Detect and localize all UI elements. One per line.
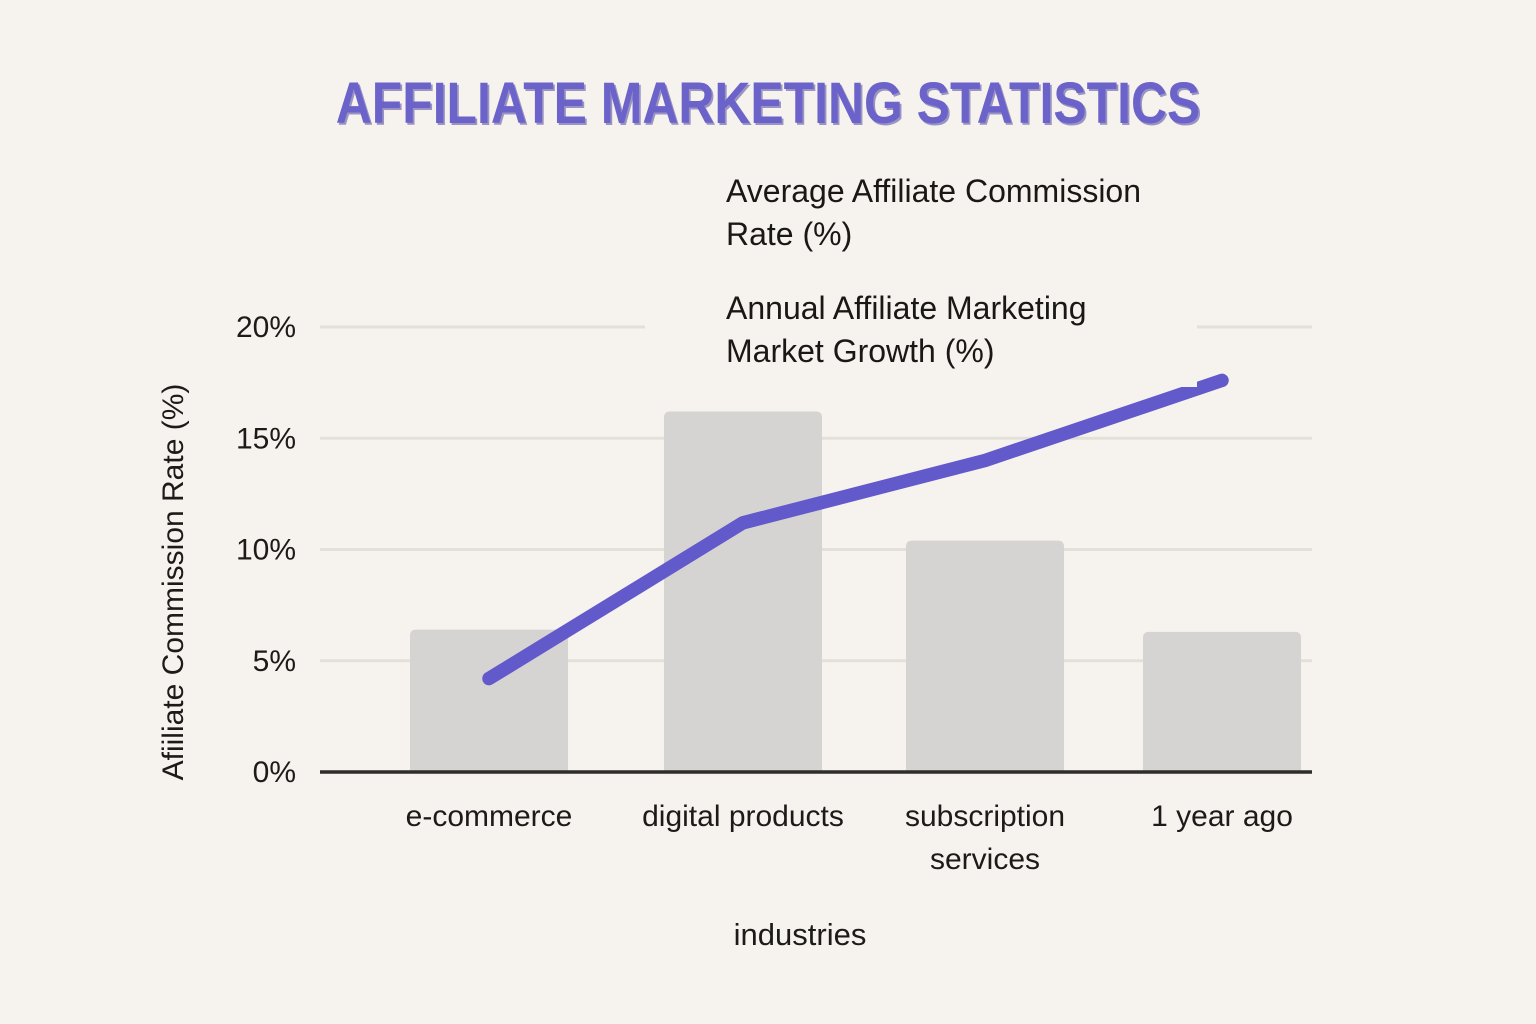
y-tick-5: 5% xyxy=(253,645,296,678)
bar-1-year-ago xyxy=(1143,631,1301,772)
legend-item-market-growth: Annual Affiliate Marketing Market Growth… xyxy=(645,287,1197,373)
chart-legend: Average Affiliate Commission Rate (%) An… xyxy=(645,166,1197,387)
bar-digital-products xyxy=(664,411,822,772)
bar-e-commerce xyxy=(410,629,568,772)
x-axis-title: industries xyxy=(734,917,867,952)
x-label-1-year-ago: 1 year ago xyxy=(1151,800,1293,833)
y-axis-title: Afiiliate Commission Rate (%) xyxy=(157,384,190,781)
legend-label: Average Affiliate Commission Rate (%) xyxy=(726,170,1141,256)
y-tick-20: 20% xyxy=(236,311,296,344)
legend-label-line: Average Affiliate Commission xyxy=(726,173,1142,209)
y-tick-15: 15% xyxy=(236,422,296,455)
legend-label-line: Rate (%) xyxy=(726,216,853,252)
x-label-e-commerce: e-commerce xyxy=(406,800,573,833)
x-label-subscription-services-0: subscription xyxy=(905,800,1065,833)
legend-label-line: Market Growth (%) xyxy=(726,333,995,369)
x-label-subscription-services-1: services xyxy=(930,843,1040,876)
legend-label-line: Annual Affiliate Marketing xyxy=(726,290,1087,326)
legend-label: Annual Affiliate Marketing Market Growth… xyxy=(726,287,1087,373)
growth-line xyxy=(482,373,1229,686)
y-tick-0: 0% xyxy=(253,756,296,789)
legend-item-commission-rate: Average Affiliate Commission Rate (%) xyxy=(645,170,1197,256)
x-label-digital-products: digital products xyxy=(642,800,844,833)
y-tick-10: 10% xyxy=(236,534,296,567)
bar-subscription-services xyxy=(906,540,1064,772)
chart-title: AFFILIATE MARKETING STATISTICS xyxy=(335,71,1201,136)
